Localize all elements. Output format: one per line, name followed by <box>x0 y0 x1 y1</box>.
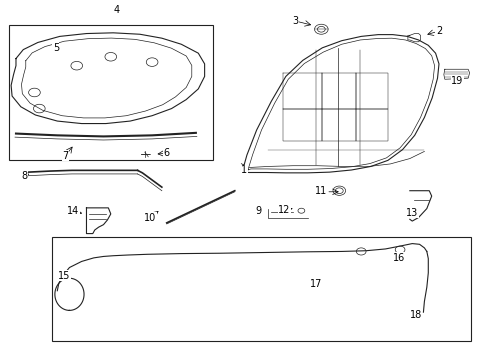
Text: 16: 16 <box>392 253 405 263</box>
Text: 19: 19 <box>450 76 463 86</box>
Bar <box>9 24 212 160</box>
Text: 13: 13 <box>406 208 418 218</box>
Text: 3: 3 <box>292 16 298 26</box>
Text: 1: 1 <box>241 165 247 175</box>
Text: 6: 6 <box>163 148 169 158</box>
Text: 9: 9 <box>255 206 261 216</box>
Text: 4: 4 <box>113 5 120 15</box>
Text: 10: 10 <box>144 212 156 222</box>
Text: 11: 11 <box>315 186 327 197</box>
Text: 7: 7 <box>62 151 68 161</box>
Text: 17: 17 <box>310 279 322 289</box>
Text: 12: 12 <box>278 204 290 215</box>
Bar <box>52 237 469 341</box>
Text: 15: 15 <box>58 271 71 281</box>
Text: 18: 18 <box>408 310 421 320</box>
Text: 8: 8 <box>21 171 28 181</box>
Text: 5: 5 <box>53 43 59 53</box>
Text: 14: 14 <box>67 206 80 216</box>
Text: 2: 2 <box>435 26 441 36</box>
